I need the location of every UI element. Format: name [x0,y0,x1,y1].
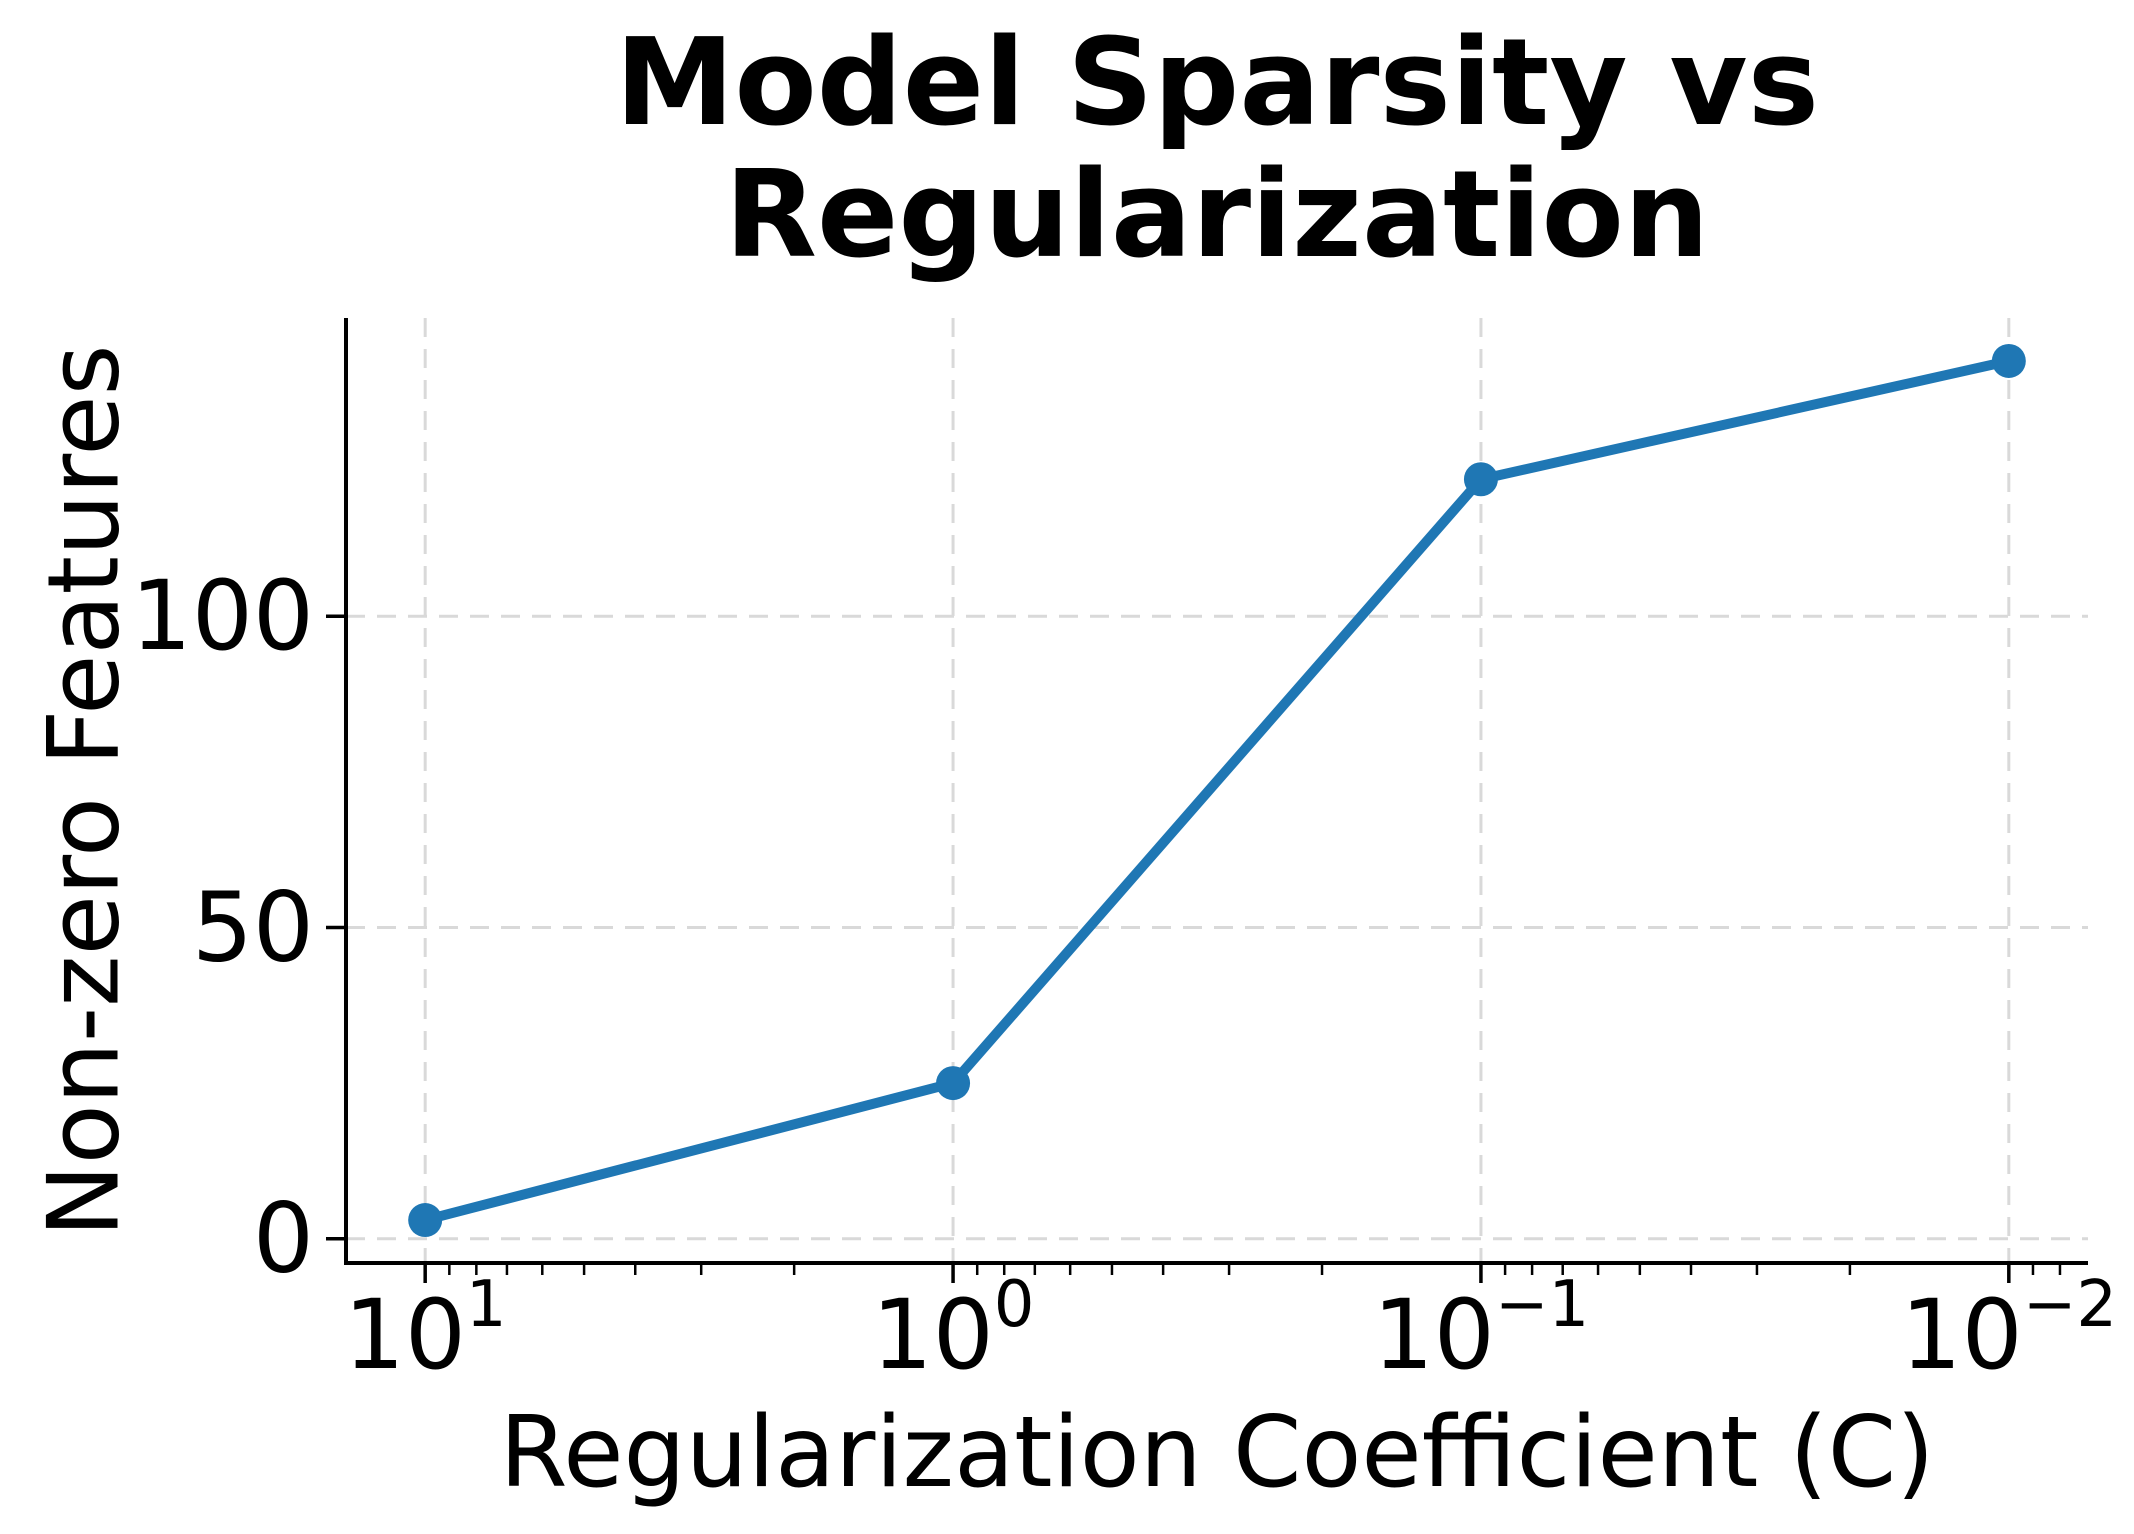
x-tick-label: 10−1 [1373,1268,1590,1391]
data-point [936,1066,971,1101]
data-point [1991,343,2026,378]
data-point [408,1203,443,1238]
y-tick-label: 50 [192,871,314,983]
y-axis-label-wrap: Non-zero Features [0,24,170,1534]
x-tick-label: 10−2 [1901,1268,2118,1391]
data-point [1463,462,1498,497]
x-axis-label: Regularization Coefficient (C) [499,1396,1935,1510]
y-tick-label: 100 [131,560,314,672]
y-tick-label: 0 [253,1183,314,1295]
y-axis-label: Non-zero Features [28,344,143,1238]
x-tick-label: 100 [872,1268,1035,1391]
chart-title-line-1: Model Sparsity vs [614,14,1820,153]
chart-title: Model Sparsity vs Regularization [346,18,2088,282]
chart-title-line-2: Regularization [724,146,1710,285]
x-tick-label: 101 [344,1268,507,1391]
data-line [420,355,2014,1226]
